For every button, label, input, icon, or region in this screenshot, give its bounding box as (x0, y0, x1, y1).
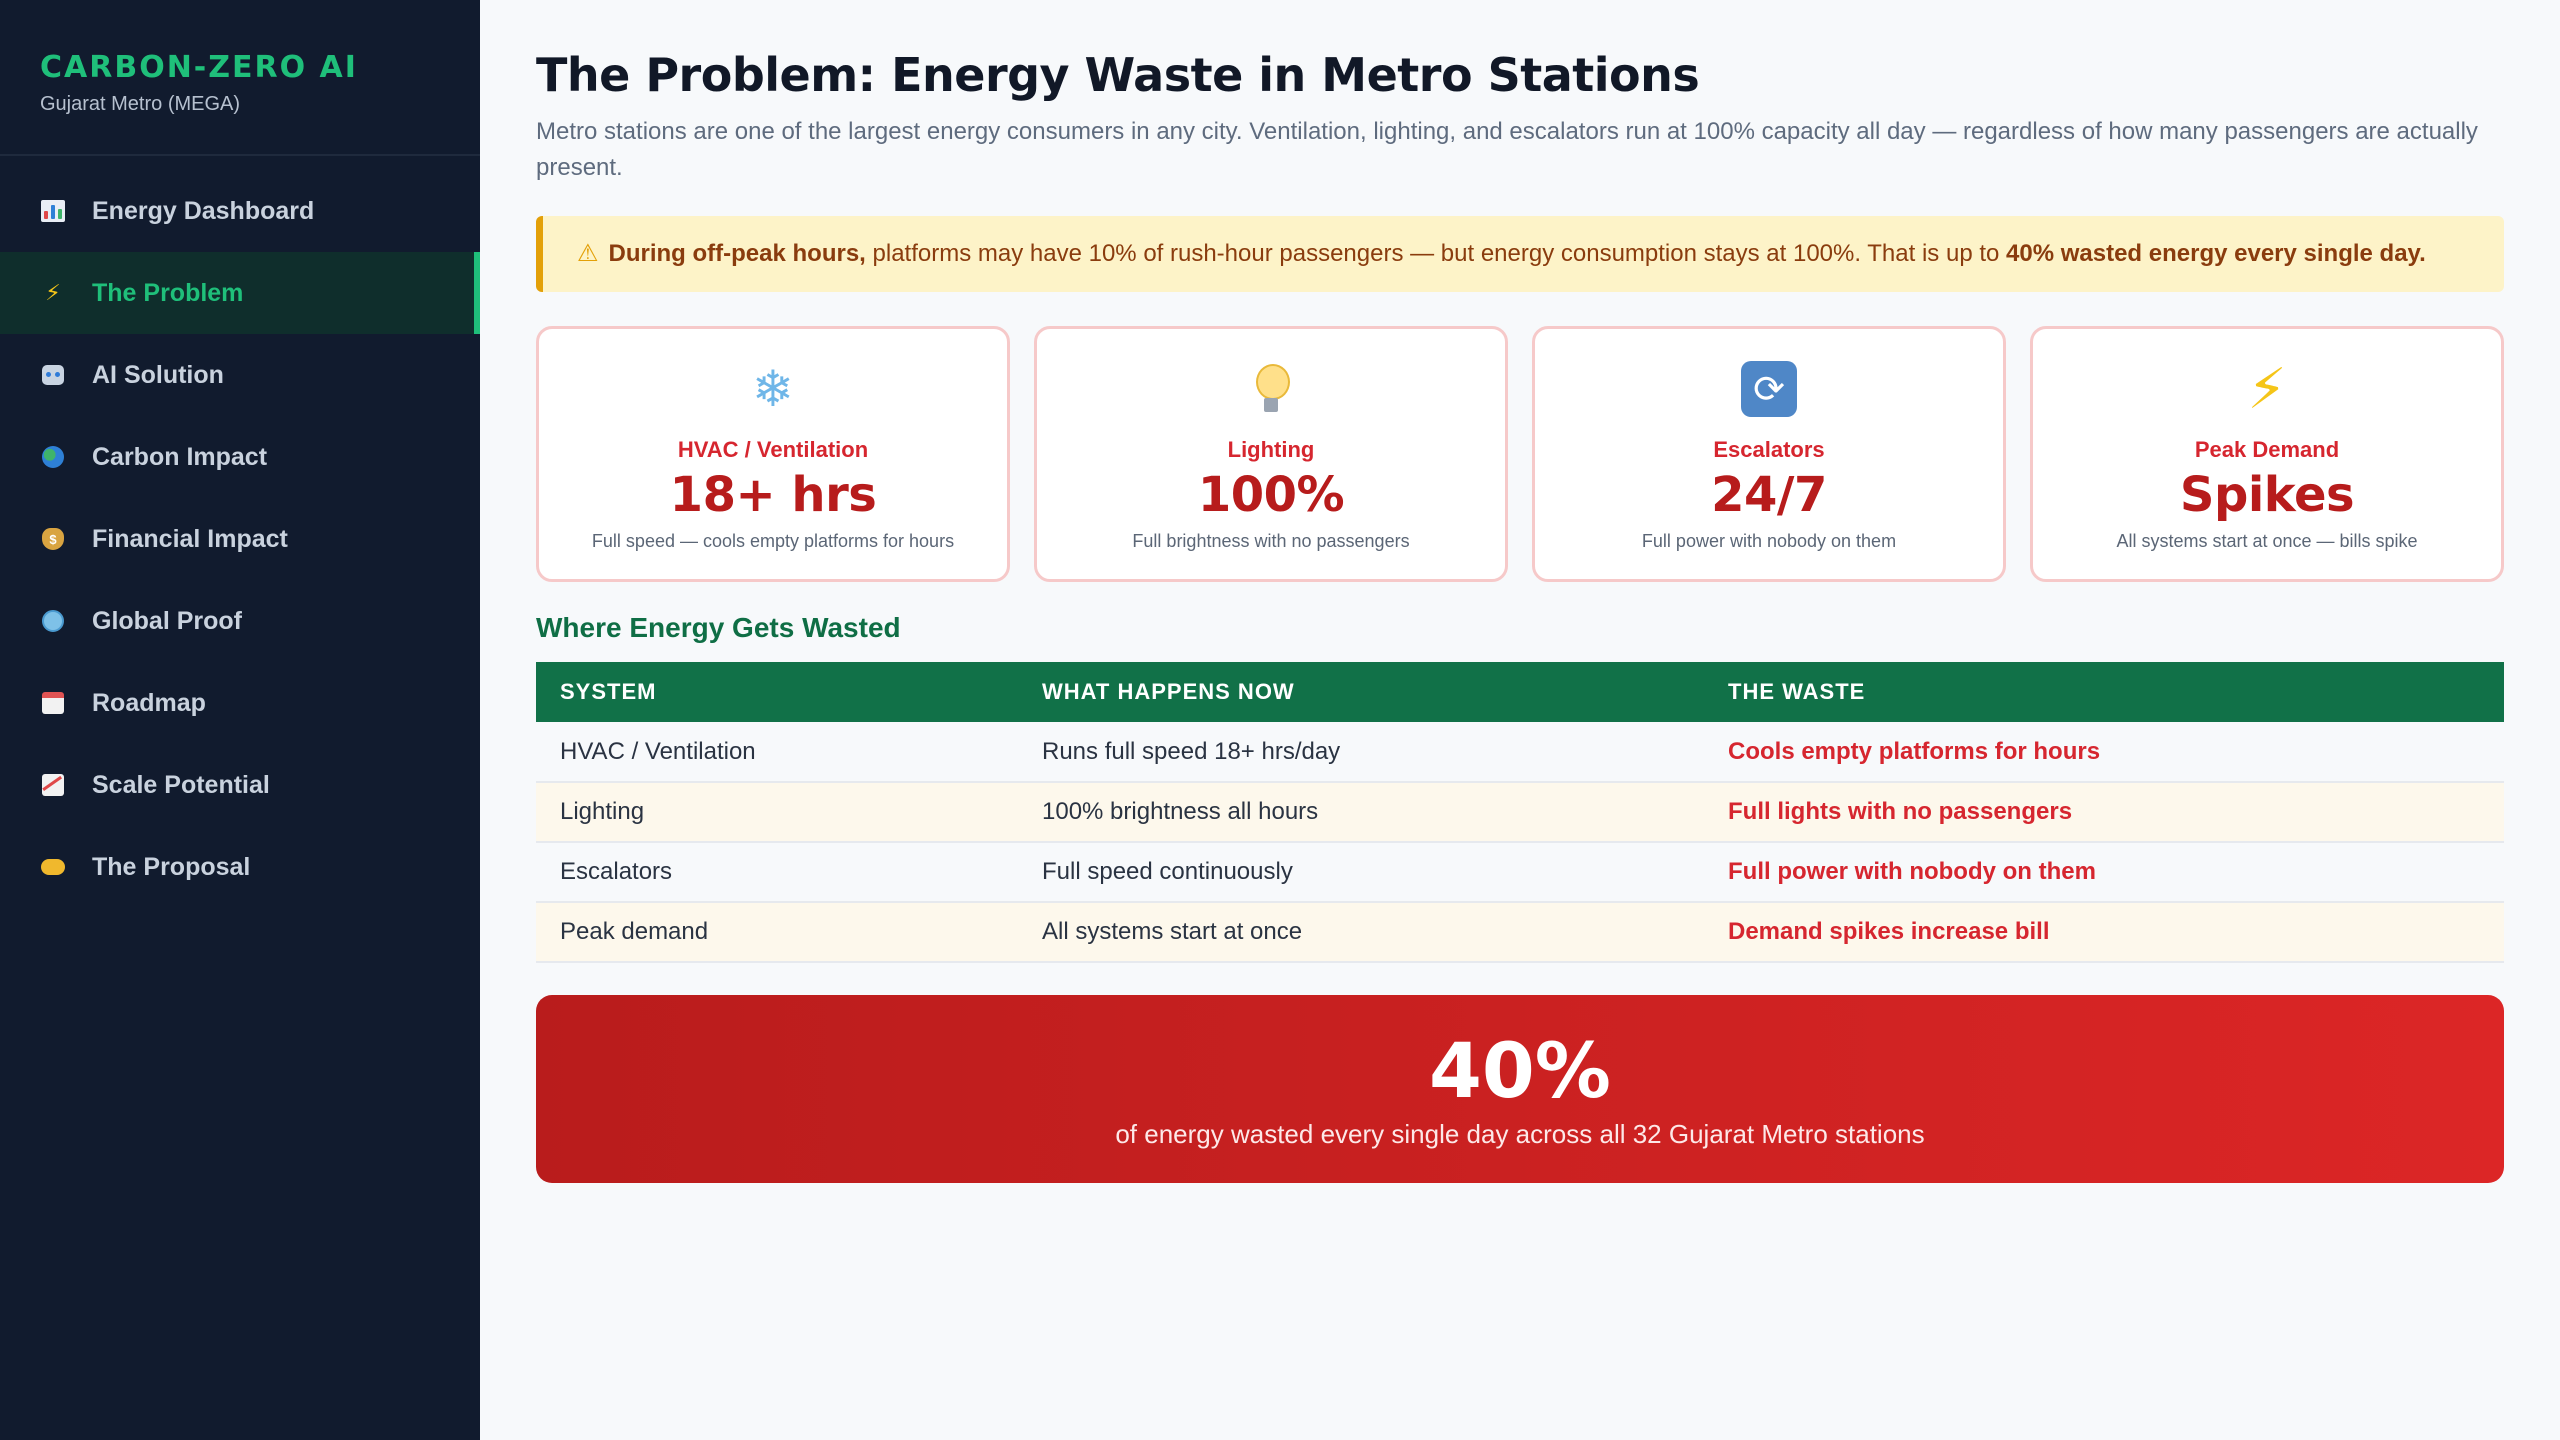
lightning-icon: ⚡ (2247, 356, 2287, 422)
column-header-system: SYSTEM (560, 679, 657, 704)
globe-meridians-icon (40, 608, 66, 634)
sidebar-item-label: Roadmap (92, 688, 206, 717)
cell-system: Escalators (536, 842, 1018, 903)
card-description: Full brightness with no passengers (1132, 531, 1410, 551)
cell-the-waste: Cools empty platforms for hours (1704, 722, 2504, 783)
sidebar-nav: Energy Dashboard ⚡ The Problem AI Soluti… (0, 170, 480, 908)
table-row: Lighting 100% brightness all hours Full … (536, 782, 2504, 843)
table-row: Peak demand All systems start at once De… (536, 902, 2504, 963)
cell-the-waste: Full lights with no passengers (1704, 782, 2504, 843)
card-label: HVAC / Ventilation (677, 437, 869, 462)
brand-title: CARBON-ZERO AI (40, 50, 358, 85)
column-header-what-happens-now: WHAT HAPPENS NOW (1042, 679, 1295, 704)
summary-banner: 40% of energy wasted every single day ac… (536, 995, 2504, 1183)
sidebar-item-energy-dashboard[interactable]: Energy Dashboard (0, 170, 480, 252)
globe-icon (40, 444, 66, 470)
card-value: 24/7 (1711, 467, 1827, 523)
banner-value: 40% (1429, 1025, 1611, 1115)
section-title: Where Energy Gets Wasted (536, 612, 901, 643)
sidebar-item-roadmap[interactable]: Roadmap (0, 662, 480, 744)
sidebar-item-label: Financial Impact (92, 524, 288, 553)
handshake-icon (40, 854, 66, 880)
cell-what-happens-now: All systems start at once (1018, 902, 1704, 963)
table-header-row: SYSTEM WHAT HAPPENS NOW THE WASTE (536, 662, 2504, 722)
waste-table: SYSTEM WHAT HAPPENS NOW THE WASTE HVAC /… (536, 662, 2504, 963)
intro-text: Metro stations are one of the largest en… (536, 118, 2478, 181)
sidebar-item-label: Energy Dashboard (92, 196, 315, 225)
card-value: Spikes (2179, 467, 2355, 523)
snowflake-icon: ❄ (752, 360, 794, 418)
sidebar-item-global-proof[interactable]: Global Proof (0, 580, 480, 662)
brand-subtitle: Gujarat Metro (MEGA) (40, 93, 241, 115)
page-title: The Problem: Energy Waste in Metro Stati… (536, 48, 1700, 102)
card-label: Escalators (1713, 437, 1825, 462)
sidebar-item-the-proposal[interactable]: The Proposal (0, 826, 480, 908)
card-value: 18+ hrs (669, 467, 877, 523)
sidebar-item-the-problem[interactable]: ⚡ The Problem (0, 252, 480, 334)
money-bag-icon: $ (40, 526, 66, 552)
sidebar-item-label: AI Solution (92, 360, 224, 389)
stat-card-escalators: ⟳ Escalators 24/7 Full power with nobody… (1532, 326, 2006, 582)
sidebar-item-label: Global Proof (92, 606, 242, 635)
sidebar-item-carbon-impact[interactable]: Carbon Impact (0, 416, 480, 498)
main-content: The Problem: Energy Waste in Metro Stati… (536, 0, 2504, 1183)
card-description: Full speed — cools empty platforms for h… (591, 531, 955, 551)
sidebar-item-scale-potential[interactable]: Scale Potential (0, 744, 480, 826)
column-header-the-waste: THE WASTE (1728, 679, 1866, 704)
table-row: HVAC / Ventilation Runs full speed 18+ h… (536, 722, 2504, 783)
sidebar-item-label: The Problem (92, 278, 244, 307)
stat-card-hvac: ❄ HVAC / Ventilation 18+ hrs Full speed … (536, 326, 1010, 582)
sidebar-item-label: The Proposal (92, 852, 251, 881)
sidebar: CARBON-ZERO AI Gujarat Metro (MEGA) Ener… (0, 0, 480, 1440)
cycle-arrows-icon: ⟳ (1739, 359, 1799, 419)
cell-system: HVAC / Ventilation (536, 722, 1018, 783)
brand: CARBON-ZERO AI Gujarat Metro (MEGA) (0, 0, 480, 156)
alert-body: platforms may have 10% of rush-hour pass… (865, 240, 2007, 267)
table-row: Escalators Full speed continuously Full … (536, 842, 2504, 903)
robot-icon (40, 362, 66, 388)
cell-what-happens-now: Runs full speed 18+ hrs/day (1018, 722, 1704, 783)
banner-text: of energy wasted every single day across… (1115, 1118, 1925, 1149)
sidebar-item-ai-solution[interactable]: AI Solution (0, 334, 480, 416)
cell-what-happens-now: 100% brightness all hours (1018, 782, 1704, 843)
cell-the-waste: Demand spikes increase bill (1704, 902, 2504, 963)
stat-card-lighting: Lighting 100% Full brightness with no pa… (1034, 326, 1508, 582)
card-description: Full power with nobody on them (1641, 531, 1897, 551)
card-label: Peak Demand (2194, 437, 2340, 462)
stat-card-peak-demand: ⚡ Peak Demand Spikes All systems start a… (2030, 326, 2504, 582)
alert-emphasis: 40% wasted energy every single day. (2006, 240, 2426, 267)
calendar-icon (40, 690, 66, 716)
card-label: Lighting (1227, 437, 1315, 462)
bar-chart-icon (40, 198, 66, 224)
stat-cards: ❄ HVAC / Ventilation 18+ hrs Full speed … (536, 326, 2504, 582)
sidebar-item-label: Scale Potential (92, 770, 270, 799)
warning-icon: ⚠ (577, 240, 599, 267)
card-value: 100% (1197, 467, 1345, 523)
cell-system: Peak demand (536, 902, 1018, 963)
light-bulb-icon (1241, 359, 1301, 419)
lightning-icon: ⚡ (45, 280, 61, 305)
warning-callout: ⚠ During off-peak hours, platforms may ha… (536, 216, 2504, 292)
card-description: All systems start at once — bills spike (2116, 531, 2418, 551)
alert-lead: During off-peak hours, (608, 240, 866, 267)
sidebar-item-label: Carbon Impact (92, 442, 268, 471)
trending-up-icon (40, 772, 66, 798)
sidebar-item-financial-impact[interactable]: $ Financial Impact (0, 498, 480, 580)
cell-system: Lighting (536, 782, 1018, 843)
cell-what-happens-now: Full speed continuously (1018, 842, 1704, 903)
cell-the-waste: Full power with nobody on them (1704, 842, 2504, 903)
